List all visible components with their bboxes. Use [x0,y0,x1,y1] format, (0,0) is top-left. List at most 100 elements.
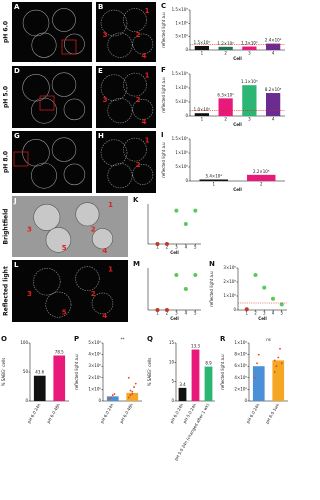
data-point [164,308,169,312]
data-point [183,222,188,226]
bar [106,396,119,401]
bar [218,98,233,116]
data-point [127,376,130,379]
cell-outline [107,163,133,189]
bar [252,366,265,401]
y-tick-label: 1×10⁶ [88,386,101,391]
inset-box [61,39,77,55]
cell-outline [132,99,154,120]
y-tick-label: 0 [25,398,28,403]
data-point [273,359,276,362]
bar [218,46,233,50]
x-tick-label: 1 [156,245,159,250]
y-axis-label: reflected light a.u [74,354,79,390]
data-point [131,393,134,395]
cell-outline [107,32,133,58]
data-point [113,393,116,395]
cell-number: 4 [102,312,107,320]
x-tick-label: 2 [224,51,227,56]
x-tick-label: 3 [175,311,178,316]
y-axis-label: reflected light a.u [161,12,166,48]
micrograph [12,2,92,62]
x-tick-label: pH 6.0 24h [99,402,115,424]
panel-letter: D [14,67,20,75]
y-tick-label: 0 [185,178,188,183]
y-tick-label: 0 [233,307,236,312]
cell-outline [63,98,86,121]
data-point [253,273,258,277]
bar [53,355,66,401]
value-label: 13.3 [191,344,200,349]
micrograph [96,131,156,193]
cell-number: 1 [108,265,113,273]
bar [33,375,46,401]
cell-outline [75,202,100,227]
cell-number: 4 [142,52,147,60]
y-tick-label: 100 [20,340,28,345]
data-point [193,208,198,213]
y-axis-label: reflected light a.u [220,354,225,390]
data-point [193,273,198,277]
cell-number: 3 [27,290,32,298]
cell-number: 1 [145,7,150,15]
data-point [111,394,114,397]
data-point [279,302,284,307]
y-tick-label: 4×10⁶ [88,352,101,357]
micrograph [12,131,92,193]
data-point [131,390,134,393]
panel-letter: J [13,197,17,205]
x-tick-label: 2 [224,117,227,122]
data-point [277,356,280,359]
y-tick-label: 3×10⁶ [223,265,236,270]
micrograph [12,66,92,128]
cell-outline [31,32,57,58]
cell-number: 1 [108,201,113,209]
cell-outline [132,164,154,185]
x-tick-label: 1 [212,182,215,187]
panel-letter: O [1,335,7,343]
x-axis-label: Cell [170,316,179,321]
y-tick-label: 0 [98,398,101,403]
panel-letter: A [14,3,20,11]
x-tick-label: 4 [272,117,275,122]
x-tick-label: 5 [280,311,283,316]
y-tick-label: 3×10⁶ [88,363,101,368]
cell-outline [31,97,57,124]
value-label: 78.5 [55,349,64,354]
bar [204,366,213,401]
row-label: pH 5.0 [3,86,10,108]
panel-letter: C [161,2,166,10]
x-tick-label: 4 [185,245,188,250]
y-axis-label: reflected light a.u [161,77,166,113]
figure: pH 6.0 pH 5.0 pH 8.0 Brightfield Reflected l… [1,2,288,461]
data-point [254,376,257,379]
y-tick-label: 2×10⁶ [223,279,236,284]
y-axis-label: reflected light a.u [161,142,166,178]
value-label: 3.4 [179,382,186,387]
y-tick-label: 0 [185,47,188,52]
x-tick-label: 1 [201,51,204,56]
x-tick-label: 2 [260,182,263,187]
value-label: 1.0×10⁵ [194,107,211,112]
value-label: 8.2×10⁵ [265,87,282,92]
cell-outline [91,292,114,315]
y-tick-label: 1×10⁶ [223,293,236,298]
x-tick-label: 3 [248,117,251,122]
x-tick-label: 1 [201,117,204,122]
cell-number: 2 [136,96,141,104]
data-point [275,365,278,368]
bar [199,179,228,181]
data-point [174,273,179,277]
cell-outline [75,266,100,291]
value-label: 2.4×10⁵ [265,38,282,43]
cell-outline [100,74,128,101]
x-tick-label: 4 [272,311,275,316]
y-tick-label: 2×10⁵ [234,386,247,391]
y-tick-label: 6×10⁵ [234,363,247,368]
significance: ns [266,337,271,342]
row-label: Brightfield [3,209,10,245]
panel-letter: F [161,66,166,74]
bar [272,360,285,401]
cell-outline [63,163,86,186]
value-label: 43.6 [35,370,44,375]
